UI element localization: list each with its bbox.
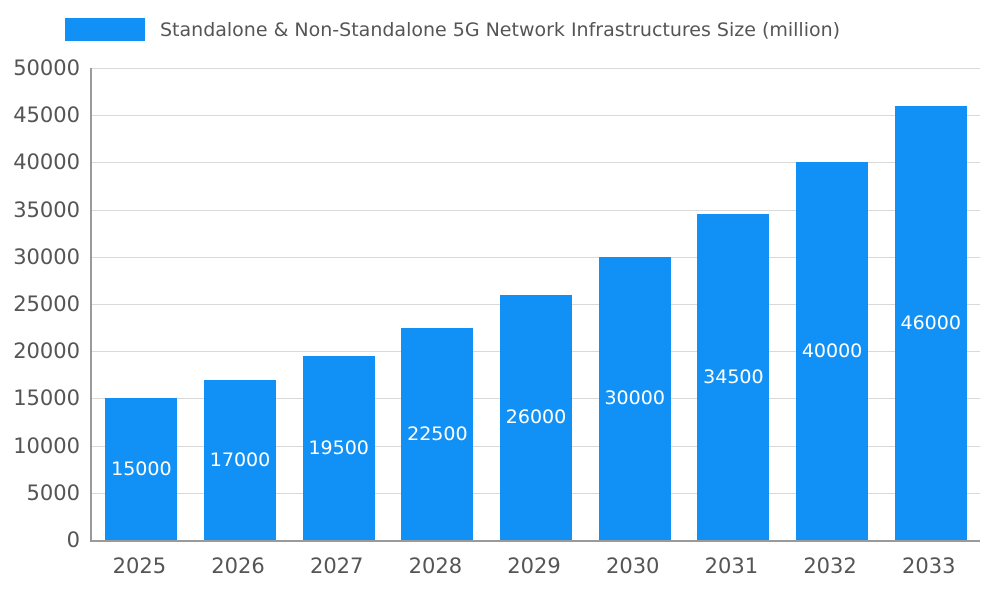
bar-2031: 34500: [697, 214, 770, 540]
gridline: [92, 162, 980, 164]
bar-2032: 40000: [796, 162, 869, 540]
bar-slot: 19500: [289, 68, 388, 540]
bar-slot: 30000: [585, 68, 684, 540]
y-tick-label: 35000: [13, 197, 80, 222]
bar-2033: 46000: [894, 105, 967, 540]
bar-value-label: 40000: [801, 340, 863, 363]
chart-title: Standalone & Non-Standalone 5G Network I…: [160, 18, 841, 41]
bar-value-label: 34500: [703, 366, 764, 389]
y-axis-labels: 0 5000 10000 15000 20000 25000 30000 35000 40000…: [0, 56, 80, 552]
bar-2029: 26000: [500, 294, 573, 540]
bar-2025: 15000: [105, 398, 178, 540]
bar-2028: 22500: [401, 327, 474, 540]
y-tick-label: 0: [66, 528, 80, 552]
x-tick-label: 2032: [803, 554, 857, 578]
bar-slot: 46000: [881, 68, 980, 540]
bar-value-label: 17000: [209, 448, 271, 471]
x-axis-labels: 2025 2026 2027 2028 2029 2030 2031 2032 2033: [90, 554, 978, 578]
bar-value-label: 19500: [308, 436, 369, 459]
y-tick-label: 40000: [13, 150, 80, 175]
bar-2030: 30000: [598, 256, 671, 540]
x-tick-label: 2027: [309, 554, 364, 578]
bar-slot: 34500: [684, 68, 783, 540]
bar-value-label: 30000: [604, 387, 665, 410]
x-tick-label: 2029: [507, 554, 561, 578]
x-tick-label: 2026: [211, 554, 265, 578]
gridline: [92, 115, 980, 117]
y-tick-label: 25000: [13, 292, 80, 316]
bar-slot: 26000: [487, 68, 586, 540]
legend-swatch: [65, 18, 145, 41]
x-tick-label: 2033: [901, 554, 956, 578]
y-tick-label: 5000: [26, 480, 80, 505]
y-tick-label: 15000: [13, 386, 80, 411]
bar-value-label: 46000: [900, 311, 961, 334]
x-tick-label: 2025: [112, 554, 167, 578]
chart-legend: Standalone & Non-Standalone 5G Network I…: [65, 18, 840, 41]
bar-2027: 19500: [302, 355, 375, 540]
bar-value-label: 22500: [407, 422, 468, 445]
bar-slot: 17000: [191, 68, 290, 540]
bar-slot: 22500: [388, 68, 487, 540]
y-tick-label: 45000: [13, 103, 80, 128]
gridline: [92, 256, 980, 258]
y-tick-label: 30000: [13, 244, 80, 269]
bar-value-label: 15000: [111, 458, 172, 481]
gridline: [92, 209, 980, 211]
bar-slot: 15000: [92, 68, 191, 540]
bar-2026: 17000: [204, 379, 277, 540]
y-tick-label: 20000: [13, 339, 80, 364]
bar-value-label: 26000: [505, 406, 567, 429]
plot-area: 15000 17000 19500 22500 26000 30000 34500 40000…: [90, 68, 980, 542]
x-tick-label: 2031: [704, 554, 759, 578]
bar-series: 15000 17000 19500 22500 26000 30000 34500 40000…: [92, 68, 980, 540]
bar-slot: 40000: [783, 68, 882, 540]
x-tick-label: 2028: [408, 554, 463, 578]
y-tick-label: 10000: [13, 433, 80, 458]
x-tick-label: 2030: [605, 554, 660, 578]
gridline: [92, 68, 980, 69]
y-tick-label: 50000: [13, 56, 80, 80]
